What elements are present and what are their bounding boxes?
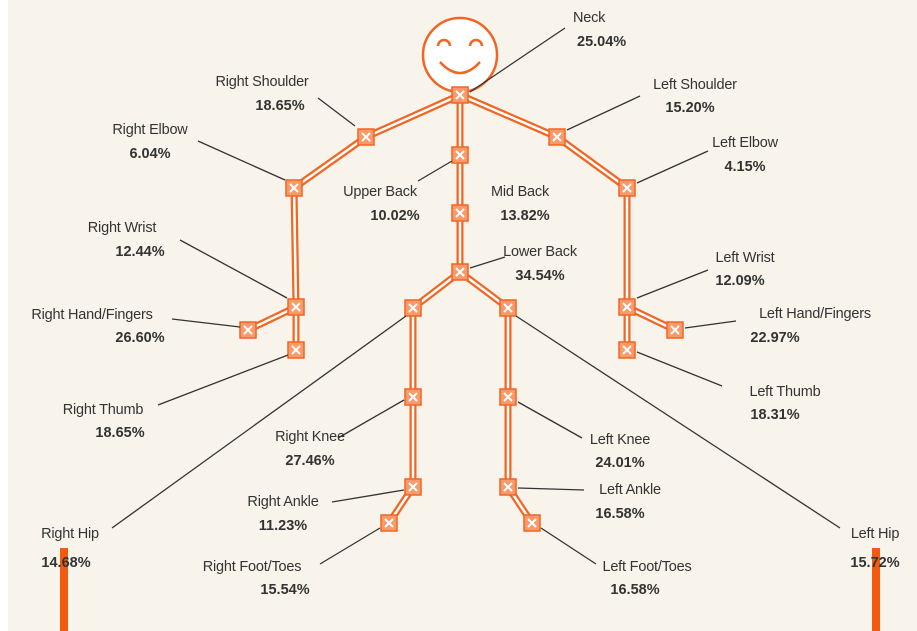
node-label: Right Ankle	[247, 494, 318, 510]
node-value: 12.44%	[115, 244, 164, 260]
node-label: Right Knee	[275, 429, 345, 445]
node-label: Right Thumb	[63, 402, 144, 418]
node-label: Left Shoulder	[653, 77, 737, 93]
node-value: 15.20%	[665, 100, 714, 116]
node-label: Right Wrist	[88, 220, 157, 236]
node-label: Right Foot/Toes	[203, 559, 302, 575]
node-value: 18.65%	[255, 98, 304, 114]
node-label: Left Hip	[851, 526, 900, 542]
node-label: Left Wrist	[716, 250, 775, 266]
node-label: Neck	[573, 10, 606, 26]
node-label: Left Ankle	[599, 482, 661, 498]
node-value: 24.01%	[595, 455, 644, 471]
node-label: Left Knee	[590, 432, 650, 448]
node-label: Lower Back	[503, 244, 578, 260]
node-value: 14.68%	[41, 555, 90, 571]
node-value: 6.04%	[129, 146, 170, 162]
node-label: Right Elbow	[112, 122, 188, 138]
node-value: 16.58%	[610, 582, 659, 598]
node-label: Left Foot/Toes	[602, 559, 691, 575]
node-label: Right Shoulder	[215, 74, 308, 90]
node-value: 13.82%	[500, 208, 549, 224]
node-value: 11.23%	[259, 518, 307, 534]
node-label: Left Elbow	[712, 135, 778, 151]
node-value: 18.31%	[750, 407, 799, 423]
node-label: Right Hand/Fingers	[31, 307, 152, 323]
node-label: Right Hip	[41, 526, 99, 542]
node-value: 10.02%	[370, 208, 419, 224]
node-value: 22.97%	[750, 330, 799, 346]
node-label: Upper Back	[343, 184, 418, 200]
node-value: 25.04%	[577, 34, 626, 50]
node-value: 4.15%	[724, 159, 765, 175]
node-value: 27.46%	[285, 453, 334, 469]
node-label: Mid Back	[491, 184, 550, 200]
node-value: 15.54%	[260, 582, 309, 598]
node-value: 15.72%	[850, 555, 899, 571]
node-value: 16.58%	[595, 506, 644, 522]
node-value: 12.09%	[715, 273, 764, 289]
node-label: Left Thumb	[749, 384, 820, 400]
node-value: 34.54%	[515, 268, 564, 284]
node-value: 26.60%	[115, 330, 164, 346]
node-label: Left Hand/Fingers	[759, 306, 871, 322]
body-diagram: Neck 25.04% Right Shoulder 18.65% Left Shoul…	[0, 0, 917, 631]
node-value: 18.65%	[95, 425, 144, 441]
